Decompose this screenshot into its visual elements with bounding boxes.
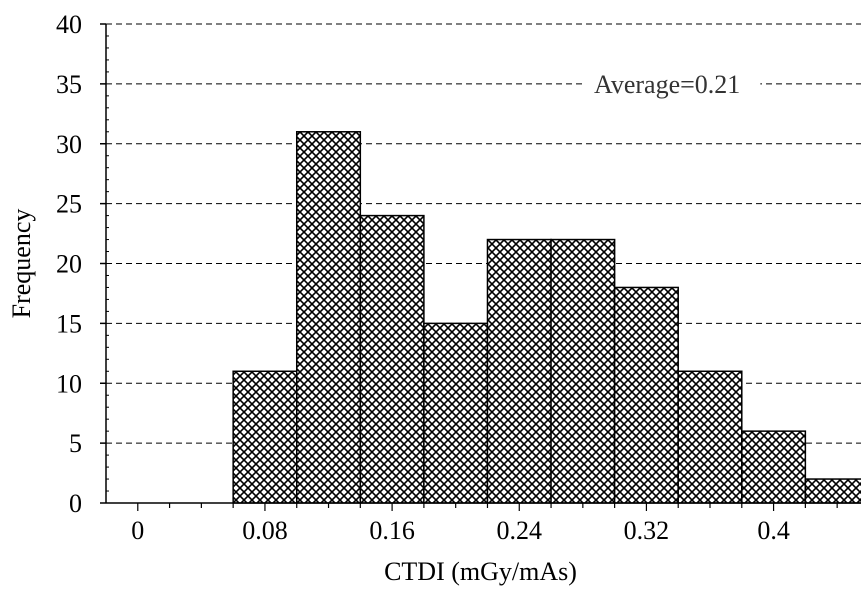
x-tick-label: 0.32 — [624, 516, 670, 545]
histogram-bar — [677, 370, 743, 504]
histogram-bar — [295, 131, 362, 504]
histogram-bar — [804, 478, 861, 504]
histogram-bar — [232, 370, 298, 504]
x-tick-label: 0 — [131, 516, 144, 545]
grid-lines — [106, 23, 861, 444]
y-axis-title: Frequency — [7, 209, 36, 319]
axes — [100, 23, 861, 511]
y-tick-label: 20 — [56, 250, 82, 279]
histogram-bar — [550, 238, 616, 504]
y-tick-label: 35 — [56, 70, 82, 99]
histogram-bar — [423, 322, 489, 504]
histogram-bar — [613, 286, 679, 504]
y-tick-label: 40 — [56, 10, 82, 39]
average-annotation: Average=0.21 — [594, 70, 740, 99]
y-tick-label: 0 — [69, 489, 82, 518]
y-tick-label: 15 — [56, 309, 82, 338]
y-tick-label: 5 — [69, 429, 82, 458]
y-tick-label: 25 — [56, 190, 82, 219]
x-axis-title: CTDI (mGy/mAs) — [384, 557, 577, 586]
histogram-bar — [359, 214, 425, 504]
histogram-bar — [741, 430, 807, 504]
x-tick-label: 0.08 — [242, 516, 288, 545]
annotation-background — [586, 69, 761, 99]
x-tick-label: 0.4 — [757, 516, 790, 545]
bars — [232, 131, 861, 504]
y-tick-label: 30 — [56, 130, 82, 159]
histogram-bar — [486, 238, 552, 504]
tick-labels: 0 5 10 15 20 25 30 35 40 0 0.08 0.16 0.24 0.32 0.4 — [56, 10, 790, 545]
x-tick-label: 0.24 — [497, 516, 543, 545]
x-tick-label: 0.16 — [369, 516, 415, 545]
y-tick-label: 10 — [56, 369, 82, 398]
